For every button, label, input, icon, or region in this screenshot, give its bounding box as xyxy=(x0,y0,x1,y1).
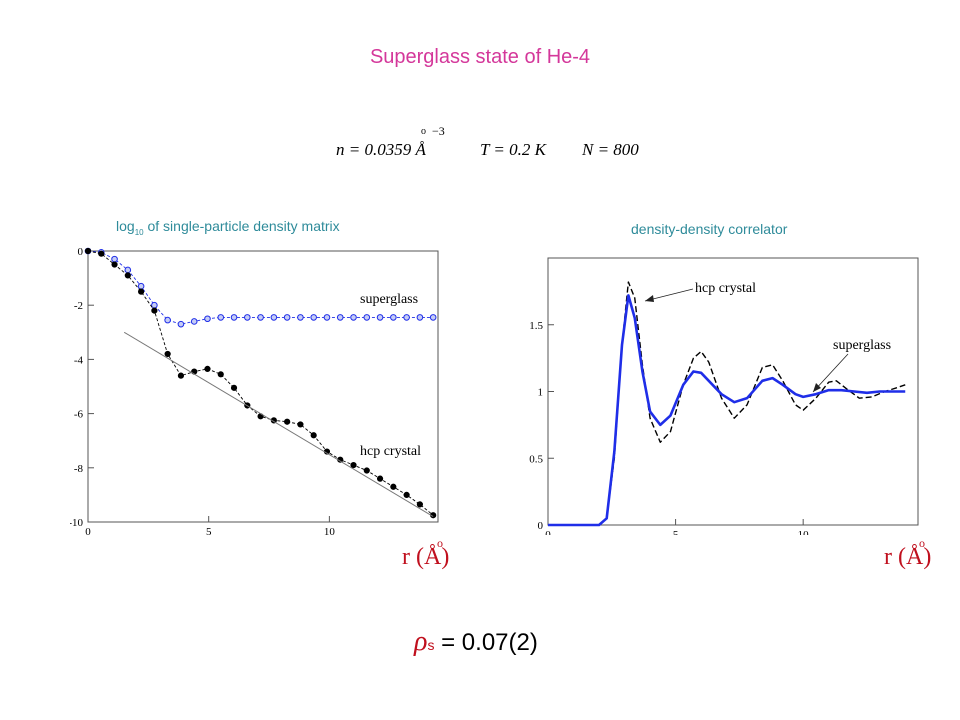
crystal-data-point xyxy=(310,432,317,439)
right-y-tick-label: 1 xyxy=(538,387,544,399)
crystal-data-point xyxy=(204,365,211,372)
angstrom-ring-icon: o xyxy=(437,536,443,550)
left-y-tick-label: -2 xyxy=(74,300,83,312)
rho-symbol: ρ xyxy=(414,626,428,657)
superglass-data-point xyxy=(363,314,371,321)
superglass-data-point xyxy=(177,320,185,328)
crystal-data-point xyxy=(111,261,118,268)
left-x-tick-label: 0 xyxy=(85,526,91,535)
superglass-data-point xyxy=(297,314,304,321)
crystal-correlator-curve xyxy=(548,281,906,526)
left-y-tick-label: -8 xyxy=(74,463,84,475)
left-caption-sub: 10 xyxy=(134,227,144,237)
angstrom-ring-icon: o xyxy=(421,126,426,137)
superglass-data-point xyxy=(403,314,410,321)
crystal-data-point xyxy=(403,491,410,498)
superglass-annotation: superglass xyxy=(833,338,891,353)
superglass-data-point xyxy=(217,314,225,321)
superglass-data-point xyxy=(164,316,171,324)
density-exponent: −3 xyxy=(432,124,445,138)
superglass-data-point xyxy=(137,282,145,290)
left-y-tick-label: -6 xyxy=(74,409,84,421)
density-correlator-chart: 0 5 10 0 0.5 1 1.5 hcp crystal superglass xyxy=(529,257,919,535)
superglass-data-point xyxy=(310,314,317,321)
hcp-crystal-annotation: hcp crystal xyxy=(695,281,756,296)
superglass-legend-label: superglass xyxy=(360,292,418,307)
crystal-data-point xyxy=(217,371,224,378)
rho-value: = 0.07(2) xyxy=(441,629,538,656)
right-chart-caption: density-density correlator xyxy=(631,221,788,237)
crystal-data-point xyxy=(284,418,291,425)
crystal-data-point xyxy=(363,467,370,474)
crystal-data-point xyxy=(376,475,384,482)
superglass-data-point xyxy=(350,314,357,321)
superglass-data-point xyxy=(230,314,238,321)
crystal-data-point xyxy=(98,250,105,257)
left-caption-rest: of single-particle density matrix xyxy=(147,218,340,234)
crystal-data-point xyxy=(151,307,158,314)
superglass-correlator-curve xyxy=(548,294,906,527)
temperature-parameter: T = 0.2 K xyxy=(480,140,546,159)
left-x-tick-label: 5 xyxy=(206,526,212,535)
left-y-tick-label: 0 xyxy=(78,246,84,258)
rho-subscript: s xyxy=(427,637,435,653)
physical-parameters: n = 0.0359 Å o −3 T = 0.2 K N = 800 xyxy=(330,124,660,168)
density-matrix-chart: 0 5 10 0 -2 -4 -6 -8 -10 superglass hcp crystal xyxy=(70,246,439,535)
superglass-data-point xyxy=(257,314,264,321)
crystal-data-point xyxy=(390,483,397,490)
crystal-data-point xyxy=(124,272,131,279)
right-x-axis-label: r (Å) o xyxy=(884,536,932,570)
left-x-tick-label: 10 xyxy=(324,526,336,535)
crystal-data-point xyxy=(138,288,145,295)
crystal-data-point xyxy=(177,372,185,379)
superglass-data-point xyxy=(244,314,251,321)
superglass-data-point xyxy=(416,314,424,321)
angstrom-ring-icon: o xyxy=(919,536,925,550)
right-y-tick-label: 1.5 xyxy=(529,320,543,332)
right-x-tick-label: 10 xyxy=(798,529,810,535)
right-x-tick-label: 0 xyxy=(545,529,551,535)
superglass-data-point xyxy=(429,314,437,321)
crystal-data-point xyxy=(230,384,238,391)
crystal-fit-line xyxy=(123,331,434,518)
left-x-axis-label: r (Å) o xyxy=(402,536,450,570)
left-y-tick-label: -4 xyxy=(74,354,84,366)
superglass-data-point xyxy=(151,301,158,309)
superglass-data-point xyxy=(204,315,211,323)
left-chart-caption: log10 of single-particle density matrix xyxy=(116,218,340,237)
superglass-data-point xyxy=(336,314,344,321)
superglass-data-point xyxy=(124,266,132,274)
crystal-data-point xyxy=(297,421,304,428)
superglass-data-point xyxy=(283,314,291,321)
particle-count-parameter: N = 800 xyxy=(582,140,639,159)
slide-title: Superglass state of He-4 xyxy=(369,46,591,68)
crystal-data-point xyxy=(350,461,357,469)
right-y-tick-label: 0 xyxy=(538,520,544,532)
density-parameter: n = 0.0359 Å xyxy=(336,140,426,159)
left-y-tick-label: -10 xyxy=(70,517,83,529)
superglass-data-point xyxy=(190,318,198,325)
superglass-data-point xyxy=(111,255,118,263)
crystal-data-point xyxy=(84,247,92,255)
superfluid-fraction: ρs = 0.07(2) xyxy=(414,626,538,658)
superglass-data-point xyxy=(270,314,278,321)
crystal-data-point xyxy=(164,350,171,358)
superglass-data-point xyxy=(376,314,384,321)
superglass-data-point xyxy=(390,314,397,321)
right-x-tick-label: 5 xyxy=(673,529,679,535)
crystal-data-point xyxy=(416,501,423,508)
superglass-data-point xyxy=(323,314,331,321)
right-y-tick-label: 0.5 xyxy=(529,453,543,465)
left-caption-log: log xyxy=(116,218,135,234)
hcp-crystal-legend-label: hcp crystal xyxy=(360,444,421,459)
